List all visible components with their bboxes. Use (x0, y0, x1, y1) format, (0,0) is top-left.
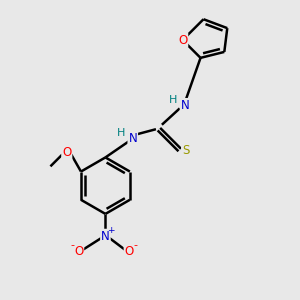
Text: O: O (178, 34, 187, 46)
Text: H: H (117, 128, 125, 138)
Text: S: S (182, 143, 189, 157)
Text: +: + (107, 226, 115, 235)
Text: N: N (101, 230, 110, 243)
Text: -: - (133, 240, 137, 250)
Text: O: O (74, 244, 83, 258)
Text: O: O (124, 244, 134, 258)
Text: N: N (128, 132, 137, 145)
Text: -: - (71, 240, 75, 250)
Text: H: H (169, 95, 177, 105)
Text: O: O (62, 146, 71, 160)
Text: N: N (181, 99, 189, 112)
